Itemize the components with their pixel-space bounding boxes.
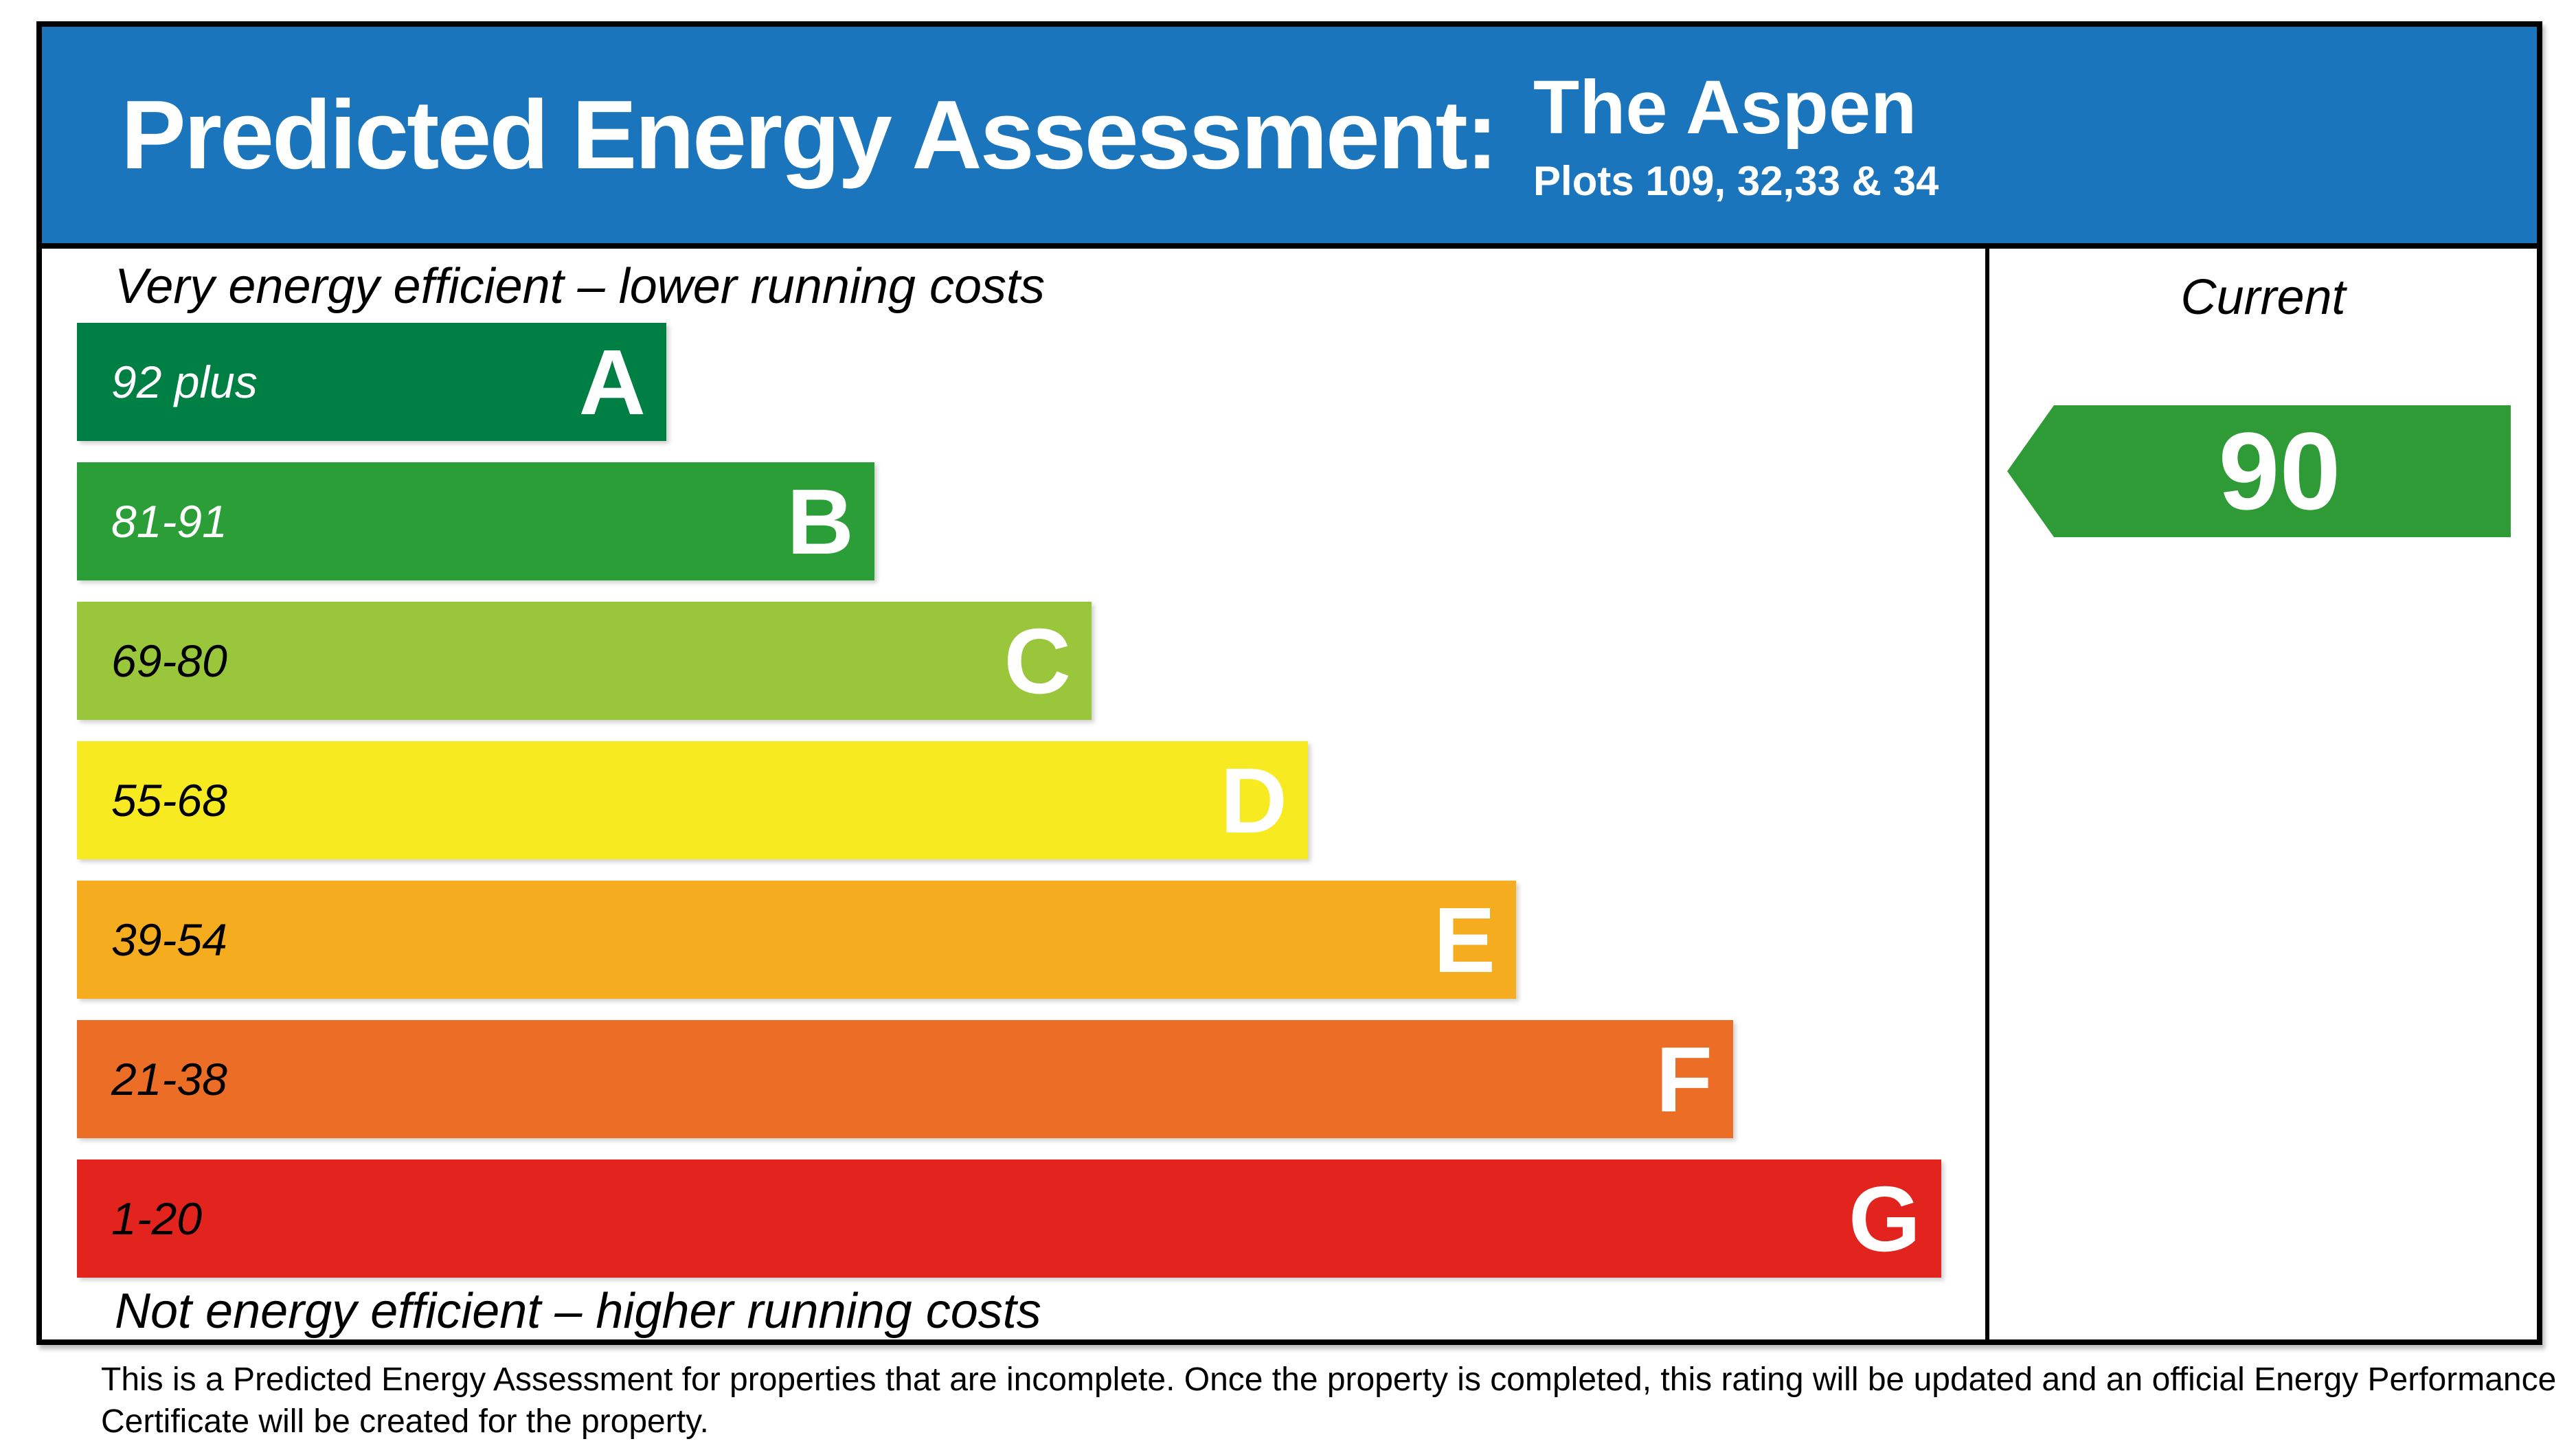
band-range-label: 39-54 bbox=[111, 914, 227, 965]
band-range-label: 69-80 bbox=[111, 635, 227, 686]
current-column-divider bbox=[1985, 249, 1989, 1339]
caption-efficient: Very energy efficient – lower running co… bbox=[115, 259, 1046, 314]
caption-not-efficient: Not energy efficient – higher running co… bbox=[115, 1284, 1041, 1339]
band-letter: D bbox=[1220, 748, 1288, 852]
band-letter: C bbox=[1004, 609, 1072, 713]
band-letter: G bbox=[1848, 1166, 1921, 1271]
footer-line-1: This is a Predicted Energy Assessment fo… bbox=[101, 1361, 2557, 1398]
footer-disclaimer: This is a Predicted Energy Assessment fo… bbox=[101, 1359, 2556, 1443]
property-name: The Aspen bbox=[1533, 65, 1917, 150]
band-letter: E bbox=[1433, 887, 1495, 992]
property-plots: Plots 109, 32,33 & 34 bbox=[1533, 157, 1939, 204]
band-row-F: 21-38 F bbox=[77, 1020, 1733, 1138]
current-column-header: Current bbox=[2180, 270, 2346, 325]
band-range-label: 1-20 bbox=[111, 1193, 203, 1244]
band-range-label: 81-91 bbox=[111, 496, 227, 547]
band-range-label: 21-38 bbox=[111, 1054, 227, 1105]
band-row-A: 92 plus A bbox=[77, 323, 666, 441]
band-range-label: 92 plus bbox=[111, 357, 258, 407]
current-rating-value: 90 bbox=[2218, 409, 2341, 532]
band-row-C: 69-80 C bbox=[77, 602, 1092, 720]
rating-chart: Very energy efficient – lower running co… bbox=[42, 249, 2537, 1339]
band-range-label: 55-68 bbox=[111, 775, 227, 826]
current-rating-arrow: 90 bbox=[2007, 405, 2511, 537]
band-letter: B bbox=[787, 469, 855, 574]
certificate-frame: Predicted Energy Assessment: The Aspen P… bbox=[36, 21, 2542, 1345]
property-block: The Aspen Plots 109, 32,33 & 34 bbox=[1533, 27, 1939, 243]
page-title: Predicted Energy Assessment: bbox=[121, 80, 1498, 190]
band-row-B: 81-91 B bbox=[77, 462, 874, 580]
band-row-G: 1-20 G bbox=[77, 1159, 1941, 1278]
band-letter: F bbox=[1656, 1027, 1713, 1131]
band-row-D: 55-68 D bbox=[77, 741, 1308, 859]
footer-line-2: Certificate will be created for the prop… bbox=[101, 1403, 709, 1440]
band-letter: A bbox=[578, 330, 646, 434]
band-row-E: 39-54 E bbox=[77, 881, 1516, 999]
header-banner: Predicted Energy Assessment: The Aspen P… bbox=[42, 27, 2537, 249]
